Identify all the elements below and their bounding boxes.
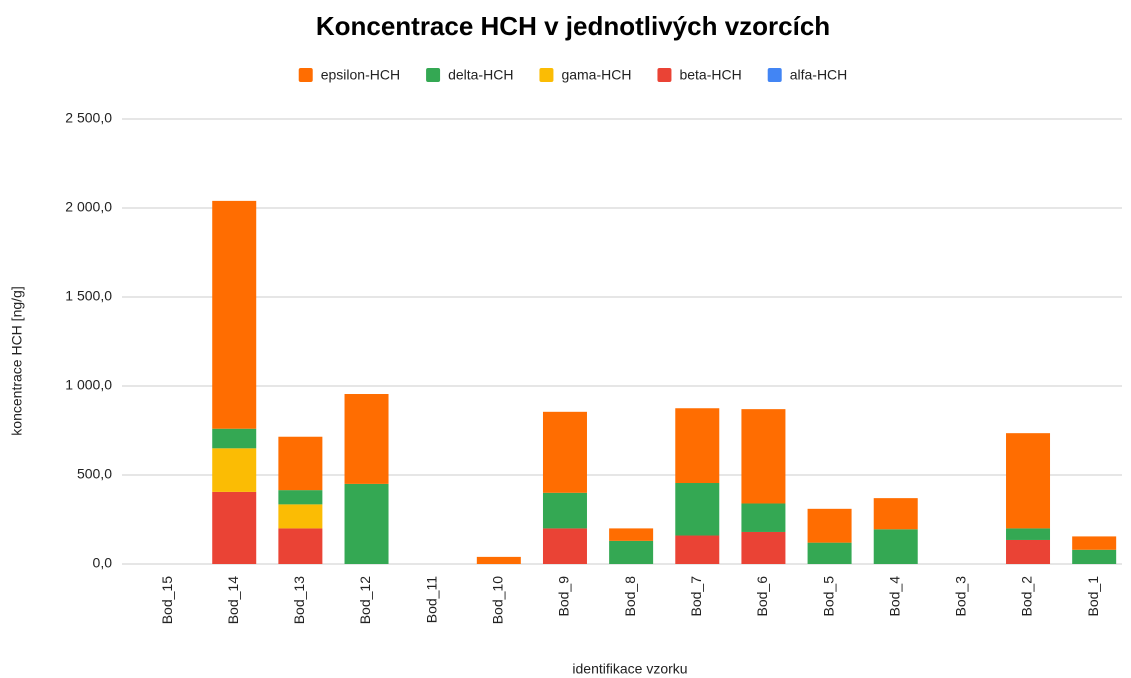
x-tick-label: Bod_10 (490, 576, 506, 624)
x-tick-label: Bod_4 (886, 576, 902, 617)
x-tick-label: Bod_15 (159, 576, 175, 624)
bar-segment (741, 503, 786, 532)
x-tick-label: Bod_14 (225, 576, 241, 624)
legend-label: beta-HCH (679, 67, 741, 83)
bar-segment (542, 411, 587, 493)
bar-segment (741, 531, 786, 564)
bar-segment (1006, 528, 1051, 540)
bar-segment (1072, 536, 1117, 550)
bar-segment (212, 448, 257, 492)
y-tick-label: 2 500,0 (65, 110, 112, 126)
bar-segment (873, 498, 918, 530)
bar-segment (1006, 433, 1051, 529)
bar-segment (542, 528, 587, 564)
y-tick-label: 500,0 (77, 466, 112, 482)
bar-segment (344, 394, 389, 484)
bar-segment (542, 492, 587, 529)
bar-segment (609, 540, 654, 564)
bar-segment (278, 504, 323, 529)
y-tick-label: 1 000,0 (65, 377, 112, 393)
legend-label: gama-HCH (561, 67, 631, 83)
bar-segment (741, 409, 786, 504)
x-tick-label: Bod_12 (357, 576, 373, 624)
bar-segment (212, 491, 257, 564)
bar-segment (807, 542, 852, 564)
bar-segment (873, 529, 918, 564)
y-tick-label: 0,0 (93, 555, 113, 571)
chart-title: Koncentrace HCH v jednotlivých vzorcích (316, 11, 830, 41)
bar-segment (344, 483, 389, 564)
bar-segment (675, 408, 720, 484)
y-axis-title: koncentrace HCH [ng/g] (9, 286, 25, 435)
bar-segment (278, 528, 323, 564)
x-tick-label: Bod_9 (556, 576, 572, 617)
bar-segment (278, 490, 323, 505)
x-tick-label: Bod_3 (953, 576, 969, 617)
x-tick-label: Bod_5 (820, 576, 836, 617)
x-tick-label: Bod_1 (1085, 576, 1101, 617)
x-tick-label: Bod_13 (291, 576, 307, 624)
x-tick-label: Bod_11 (423, 576, 439, 623)
y-tick-label: 1 500,0 (65, 288, 112, 304)
legend-swatch (426, 68, 441, 82)
x-tick-label: Bod_8 (622, 576, 638, 617)
legend-label: epsilon-HCH (321, 67, 400, 83)
bar-segment (807, 508, 852, 543)
x-tick-label: Bod_6 (754, 576, 770, 617)
legend-label: delta-HCH (448, 67, 513, 83)
bar-segment (212, 200, 257, 429)
bar-segment (1006, 539, 1051, 564)
legend-swatch (657, 68, 672, 82)
bar-segment (212, 428, 257, 449)
bar-segment (476, 556, 521, 564)
bar-segment (675, 535, 720, 564)
bar-segment (278, 436, 323, 491)
bar-segment (609, 528, 654, 541)
legend-swatch (767, 68, 782, 82)
legend-label: alfa-HCH (790, 67, 848, 83)
y-tick-label: 2 000,0 (65, 199, 112, 215)
legend-swatch (539, 68, 554, 82)
bar-segment (675, 483, 720, 536)
x-axis-title: identifikace vzorku (572, 661, 687, 677)
x-tick-label: Bod_7 (688, 576, 704, 617)
x-tick-label: Bod_2 (1019, 576, 1035, 617)
bar-segment (1072, 549, 1117, 564)
legend-swatch (298, 68, 313, 82)
